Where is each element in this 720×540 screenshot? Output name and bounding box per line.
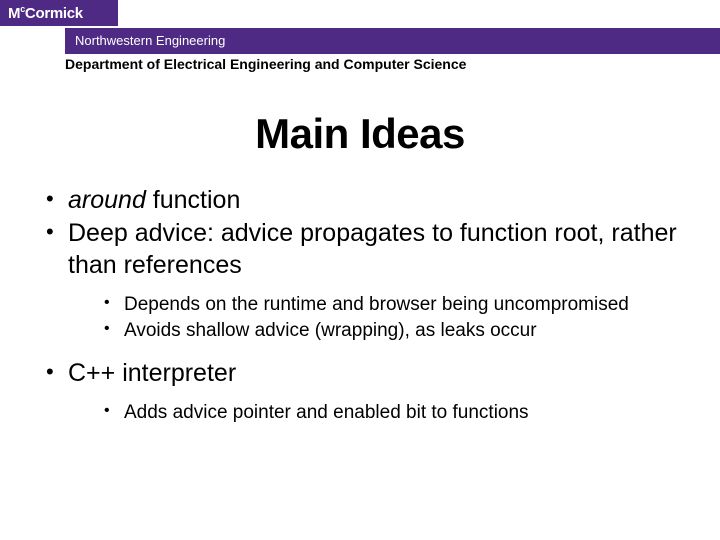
bullet-2-text: Deep advice: advice propagates to functi…: [68, 219, 677, 278]
brand-banner: McCormick: [0, 0, 118, 26]
bullet-2-sub2: Avoids shallow advice (wrapping), as lea…: [68, 319, 680, 344]
slide-content: around function Deep advice: advice prop…: [40, 185, 680, 440]
bullet-3-sub1: Adds advice pointer and enabled bit to f…: [68, 401, 680, 426]
brand-prefix: M: [8, 5, 20, 22]
bullet-1-rest: function: [146, 186, 241, 214]
bullet-2: Deep advice: advice propagates to functi…: [40, 218, 680, 344]
bullet-3-text: C++ interpreter: [68, 359, 236, 387]
bullet-2-sub1: Depends on the runtime and browser being…: [68, 293, 680, 318]
bullet-1-em: around: [68, 186, 146, 214]
sub-banner-text: Northwestern Engineering: [75, 33, 225, 48]
bullet-1: around function: [40, 185, 680, 216]
bullet-3-sublist: Adds advice pointer and enabled bit to f…: [68, 401, 680, 426]
brand-rest: Cormick: [25, 5, 83, 22]
department-line: Department of Electrical Engineering and…: [65, 56, 466, 72]
bullet-list-level1: around function Deep advice: advice prop…: [40, 185, 680, 426]
bullet-3: C++ interpreter Adds advice pointer and …: [40, 358, 680, 426]
sub-banner: Northwestern Engineering: [65, 28, 720, 54]
slide-title: Main Ideas: [0, 110, 720, 158]
bullet-2-sublist: Depends on the runtime and browser being…: [68, 293, 680, 344]
